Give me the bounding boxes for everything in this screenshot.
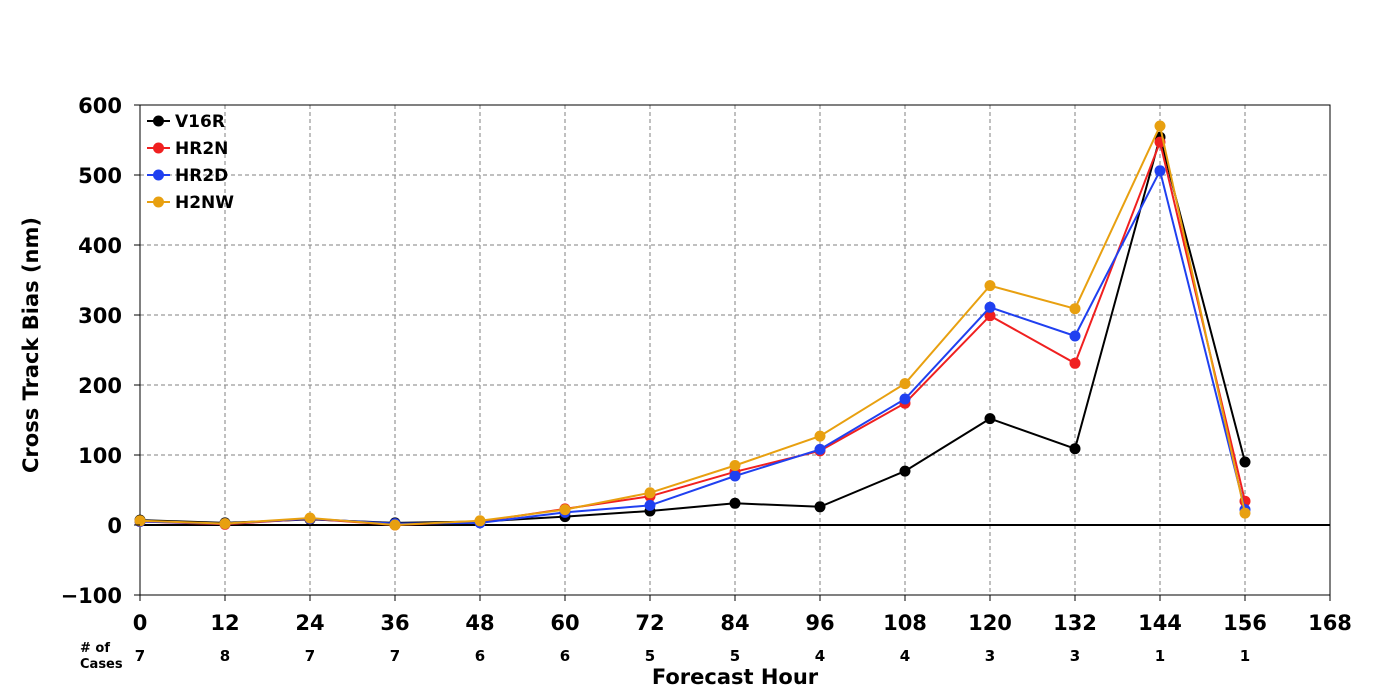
legend-marker	[153, 196, 164, 208]
series-hr2d	[134, 165, 1251, 530]
legend-marker	[153, 115, 164, 127]
series-hr2n	[134, 136, 1251, 531]
x-tick-label: 0	[133, 611, 148, 635]
y-tick-label: 600	[78, 94, 122, 118]
x-axis-title: Forecast Hour	[652, 665, 819, 689]
x-tick-label: 156	[1223, 611, 1267, 635]
legend-item-v16r: V16R	[147, 112, 225, 132]
legend-label: H2NW	[175, 193, 234, 213]
x-tick-label: 120	[968, 611, 1012, 635]
series-line	[139, 122, 1246, 527]
cases-count: 7	[135, 647, 145, 665]
data-point	[899, 378, 911, 390]
legend-label: HR2D	[175, 166, 228, 186]
data-point	[984, 301, 996, 313]
legend-marker	[153, 169, 164, 181]
data-point	[134, 515, 146, 527]
data-point	[899, 393, 911, 405]
data-point	[1239, 507, 1251, 519]
data-point	[984, 280, 996, 292]
y-tick-label: 100	[78, 444, 122, 468]
cases-count: 5	[645, 647, 655, 665]
data-point	[1069, 443, 1081, 455]
cases-count: 7	[305, 647, 315, 665]
series-layer	[134, 120, 1251, 531]
y-tick-label: −100	[61, 584, 122, 608]
x-tick-label: 60	[550, 611, 579, 635]
cases-header-line2: Cases	[80, 657, 123, 672]
x-tick-label: 132	[1053, 611, 1097, 635]
cases-count: 4	[815, 647, 825, 665]
legend-item-hr2d: HR2D	[147, 166, 228, 186]
data-point	[984, 413, 996, 425]
series-line	[139, 133, 1246, 524]
x-tick-label: 168	[1308, 611, 1352, 635]
x-tick-label: 48	[465, 611, 494, 635]
data-point	[729, 497, 741, 509]
legend: V16R HR2N HR2D H2NW	[147, 112, 234, 213]
series-h2nw	[134, 120, 1251, 531]
data-point	[389, 519, 401, 531]
grid	[140, 105, 1330, 595]
data-point	[984, 310, 996, 322]
series-v16r	[134, 131, 1251, 529]
cases-count: 4	[900, 647, 910, 665]
data-point	[814, 501, 826, 513]
cases-count: 5	[730, 647, 740, 665]
legend-marker	[153, 142, 164, 154]
data-point	[814, 443, 826, 455]
cases-count: 6	[560, 647, 570, 665]
data-point	[1069, 330, 1081, 342]
x-tick-label: 12	[210, 611, 239, 635]
cases-count: 7	[390, 647, 400, 665]
data-point	[899, 465, 911, 477]
x-tick-label: 72	[635, 611, 664, 635]
data-point	[1154, 120, 1166, 132]
y-tick-label: 200	[78, 374, 122, 398]
data-point	[1239, 456, 1251, 468]
data-point	[729, 460, 741, 471]
x-tick-label: 84	[720, 611, 749, 635]
data-point	[814, 430, 826, 442]
tick-labels: 0 12 24 36 48 60 72 84 96 108 120 132 144 156 168 −100 0…	[61, 94, 1352, 635]
data-point	[559, 504, 571, 516]
x-tick-label: 108	[883, 611, 927, 635]
cases-count: 3	[985, 647, 995, 665]
y-axis-title: Cross Track Bias (nm)	[19, 217, 43, 473]
data-point	[644, 487, 656, 499]
legend-label: HR2N	[175, 139, 228, 159]
y-tick-label: 300	[78, 304, 122, 328]
cases-count: 6	[475, 647, 485, 665]
x-tick-label: 24	[295, 611, 324, 635]
data-point	[219, 518, 231, 530]
legend-item-h2nw: H2NW	[147, 193, 234, 213]
cases-count: 1	[1155, 647, 1165, 665]
x-tick-label: 144	[1138, 611, 1182, 635]
data-point	[304, 512, 316, 524]
y-tick-label: 0	[107, 514, 122, 538]
x-tick-label: 36	[380, 611, 409, 635]
cases-count: 1	[1240, 647, 1250, 665]
legend-label: V16R	[175, 112, 225, 132]
legend-item-hr2n: HR2N	[147, 139, 228, 159]
data-point	[729, 470, 741, 482]
cases-count: 3	[1070, 647, 1080, 665]
cases-header-line1: # of	[80, 641, 110, 656]
cases-count: 8	[220, 647, 230, 665]
data-point	[1069, 357, 1081, 369]
data-point	[1154, 165, 1166, 177]
data-point	[474, 515, 486, 527]
data-point	[1069, 303, 1081, 315]
series-line	[139, 167, 1246, 525]
x-tick-label: 96	[805, 611, 834, 635]
y-tick-label: 500	[78, 164, 122, 188]
y-tick-label: 400	[78, 234, 122, 258]
data-point	[644, 499, 656, 511]
